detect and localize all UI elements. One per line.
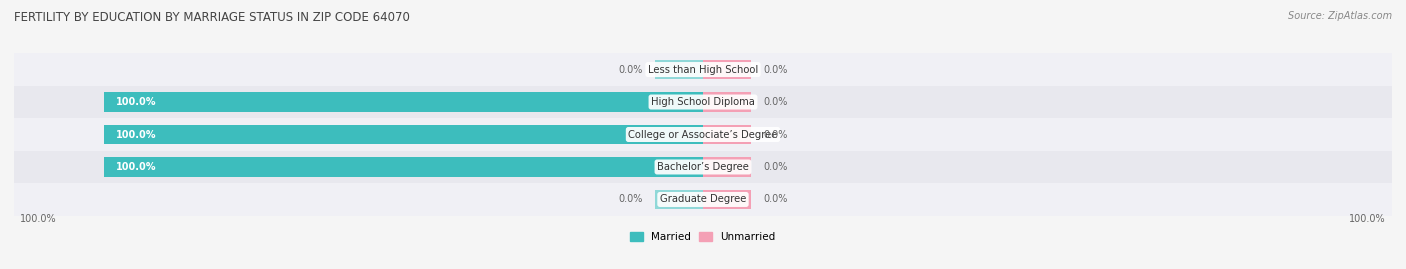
Bar bbox=[104, 125, 703, 144]
Text: 0.0%: 0.0% bbox=[763, 97, 787, 107]
Text: 0.0%: 0.0% bbox=[619, 194, 643, 204]
Text: 100.0%: 100.0% bbox=[20, 214, 56, 224]
Bar bbox=[703, 92, 751, 112]
Bar bbox=[14, 86, 1392, 118]
Text: College or Associate’s Degree: College or Associate’s Degree bbox=[628, 129, 778, 140]
Bar bbox=[655, 190, 703, 209]
Bar bbox=[703, 190, 751, 209]
Text: Source: ZipAtlas.com: Source: ZipAtlas.com bbox=[1288, 11, 1392, 21]
Bar bbox=[14, 151, 1392, 183]
Text: High School Diploma: High School Diploma bbox=[651, 97, 755, 107]
Bar bbox=[104, 157, 703, 177]
Text: 0.0%: 0.0% bbox=[763, 65, 787, 75]
Legend: Married, Unmarried: Married, Unmarried bbox=[626, 228, 780, 246]
Text: 100.0%: 100.0% bbox=[115, 129, 156, 140]
Bar bbox=[655, 60, 703, 79]
Text: 100.0%: 100.0% bbox=[115, 97, 156, 107]
Text: 0.0%: 0.0% bbox=[763, 162, 787, 172]
Text: Less than High School: Less than High School bbox=[648, 65, 758, 75]
Bar bbox=[14, 118, 1392, 151]
Text: 100.0%: 100.0% bbox=[1350, 214, 1386, 224]
Text: Graduate Degree: Graduate Degree bbox=[659, 194, 747, 204]
Bar bbox=[703, 157, 751, 177]
Bar bbox=[14, 53, 1392, 86]
Text: FERTILITY BY EDUCATION BY MARRIAGE STATUS IN ZIP CODE 64070: FERTILITY BY EDUCATION BY MARRIAGE STATU… bbox=[14, 11, 411, 24]
Bar bbox=[14, 183, 1392, 216]
Text: Bachelor’s Degree: Bachelor’s Degree bbox=[657, 162, 749, 172]
Text: 0.0%: 0.0% bbox=[763, 194, 787, 204]
Text: 100.0%: 100.0% bbox=[115, 162, 156, 172]
Bar bbox=[104, 92, 703, 112]
Text: 0.0%: 0.0% bbox=[763, 129, 787, 140]
Text: 0.0%: 0.0% bbox=[619, 65, 643, 75]
Bar bbox=[703, 60, 751, 79]
Bar bbox=[703, 125, 751, 144]
